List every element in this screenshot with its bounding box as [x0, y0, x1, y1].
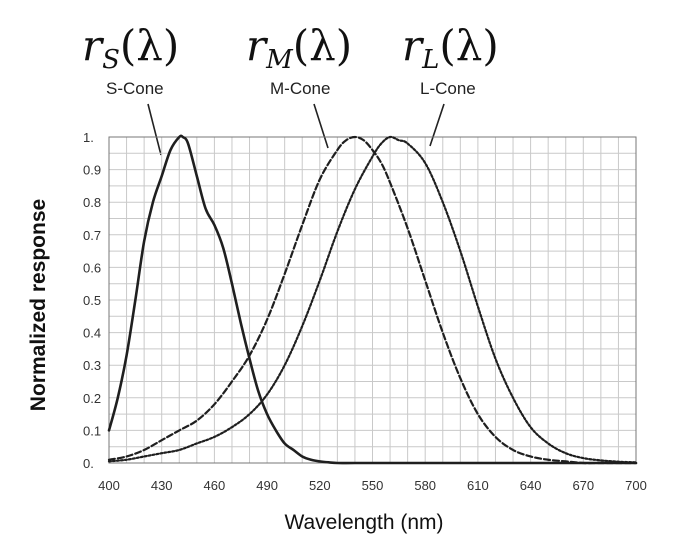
math-label-l: rL(λ) — [402, 21, 499, 75]
x-tick-label: 670 — [572, 478, 594, 493]
y-tick-label: 0.3 — [83, 358, 101, 373]
y-tick-label: 0.7 — [83, 228, 101, 243]
grid — [108, 136, 637, 464]
math-label-s-arg: (λ) — [120, 21, 179, 70]
m-cone-label: M-Cone — [270, 79, 330, 98]
s-cone-label: S-Cone — [106, 79, 164, 98]
s-cone-leader — [147, 103, 162, 156]
curves — [107, 134, 638, 465]
x-tick-label: 610 — [467, 478, 489, 493]
m-cone-leader — [313, 103, 329, 149]
y-tick-label: 0.2 — [83, 391, 101, 406]
y-axis-title: Normalized response — [27, 199, 50, 411]
s-cone-curve — [107, 134, 638, 465]
math-label-m-arg: (λ) — [293, 21, 352, 70]
x-tick-label: 490 — [256, 478, 278, 493]
x-tick-label: 400 — [98, 478, 120, 493]
y-tick-label: 0.5 — [83, 293, 101, 308]
x-tick-label: 430 — [151, 478, 173, 493]
y-tick-label: 0.8 — [83, 195, 101, 210]
x-tick-label: 550 — [362, 478, 384, 493]
x-tick-label: 580 — [414, 478, 436, 493]
x-tick-label: 520 — [309, 478, 331, 493]
x-tick-label: 700 — [625, 478, 647, 493]
math-label-l-subscript: L — [421, 45, 439, 75]
l-cone-label: L-Cone — [420, 79, 476, 98]
math-label-m-symbol: r — [246, 21, 269, 70]
tick-labels: 400 430 460 490 520 550 580 610 640 670 700 0. 0.1 0.… — [83, 130, 647, 493]
y-tick-label: 1. — [83, 130, 94, 145]
l-cone-leader — [429, 103, 445, 147]
math-label-s-subscript: S — [102, 45, 120, 75]
math-label-m: rM(λ) — [246, 21, 352, 75]
math-label-l-arg: (λ) — [439, 21, 498, 70]
math-label-s: rS(λ) — [82, 21, 179, 75]
y-tick-label: 0.4 — [83, 326, 101, 341]
math-label-l-symbol: r — [402, 21, 425, 70]
m-cone-curve — [107, 135, 638, 465]
y-tick-label: 0.6 — [83, 260, 101, 275]
y-tick-label: 0.9 — [83, 163, 101, 178]
x-tick-label: 460 — [204, 478, 226, 493]
x-tick-label: 640 — [520, 478, 542, 493]
math-label-s-symbol: r — [82, 21, 105, 70]
l-cone-curve — [107, 135, 638, 464]
y-tick-label: 0.1 — [83, 423, 101, 438]
y-tick-label: 0. — [83, 456, 94, 471]
x-axis-title: Wavelength (nm) — [284, 511, 443, 534]
math-label-m-subscript: M — [265, 45, 294, 75]
